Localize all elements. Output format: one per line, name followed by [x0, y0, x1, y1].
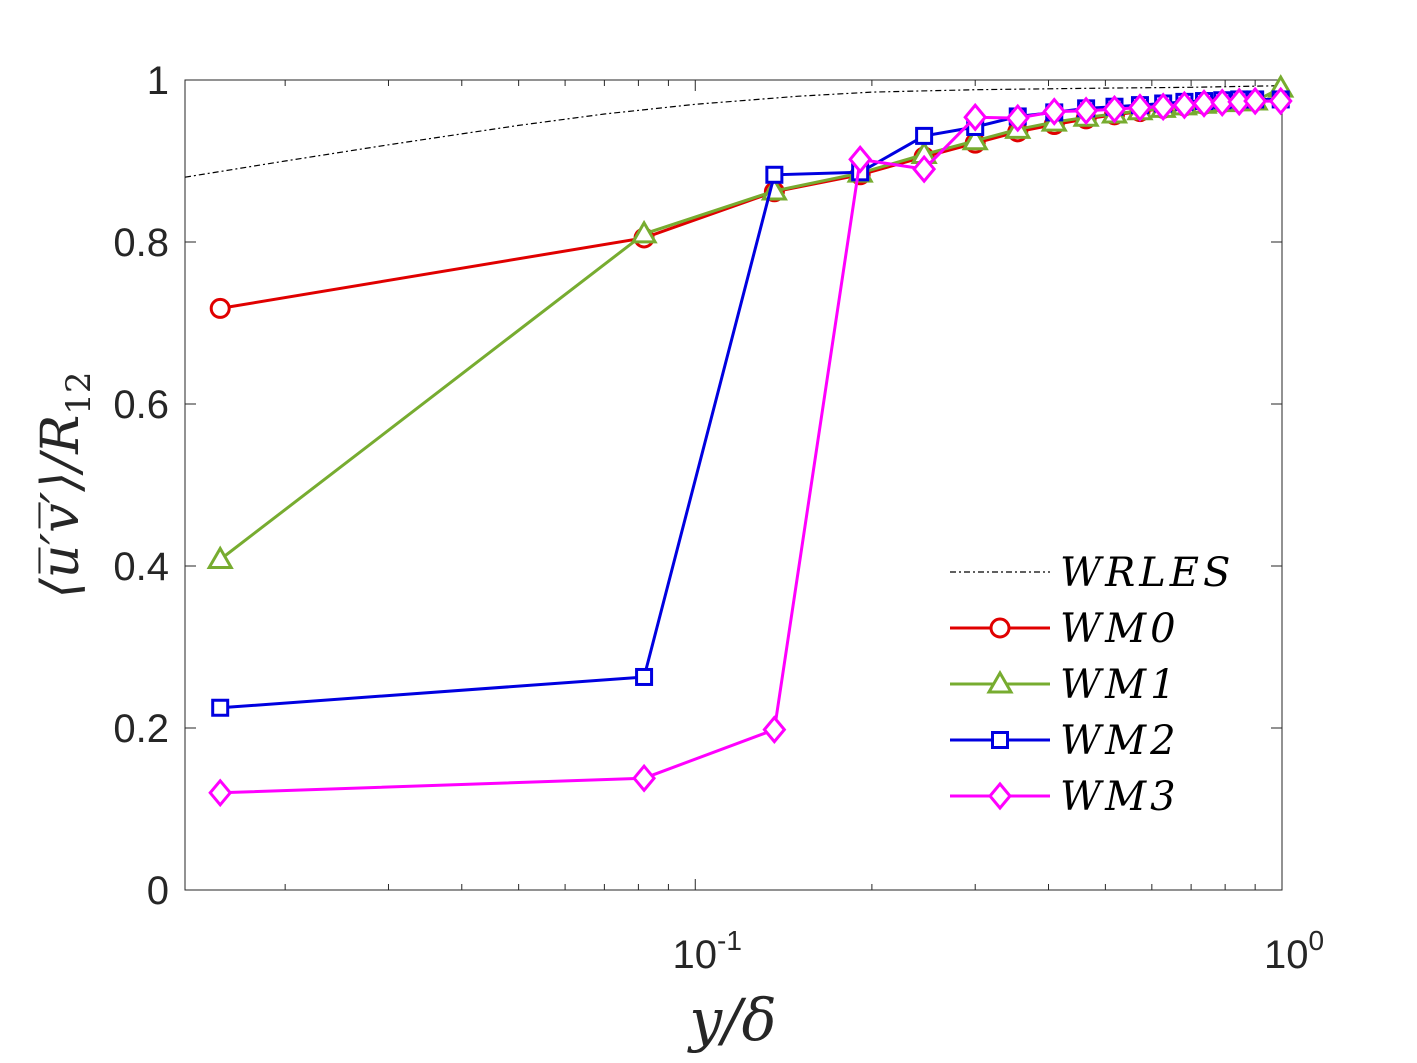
legend-marker — [991, 731, 1009, 749]
data-point-wm2 — [635, 667, 654, 686]
legend-entry-wm1: WM1 — [950, 662, 1180, 708]
tick-labels: 0 0.2 0.4 0.6 0.8 1 10-1 100 — [113, 59, 1324, 977]
legend-marker — [989, 617, 1011, 639]
data-point-wm2 — [765, 165, 784, 184]
data-point-wm3 — [1192, 89, 1216, 118]
y-axis-label-main: ⟨u̅′v̅′⟩/R — [31, 415, 91, 599]
y-axis-label: ⟨u̅′v̅′⟩/R12 — [31, 372, 99, 599]
legend-entry-wrles: WRLES — [950, 550, 1234, 596]
data-point-wm3 — [1151, 92, 1176, 122]
y-axis-label-group: ⟨u̅′v̅′⟩/R12 — [31, 372, 99, 599]
legend-label: WM2 — [1060, 718, 1180, 764]
legend-entry-wm0: WM0 — [950, 606, 1180, 652]
data-point-wm3 — [1074, 96, 1099, 126]
legend-marker — [988, 781, 1012, 811]
data-point-wm0 — [209, 297, 231, 319]
data-point-wm3 — [208, 778, 233, 808]
legend-marker — [986, 670, 1014, 694]
y-tick-label: 0.8 — [113, 221, 169, 265]
x-tick-label: 100 — [1264, 925, 1324, 977]
y-tick-label: 0.2 — [113, 707, 169, 751]
y-tick-label: 0 — [147, 869, 169, 913]
series-wm3 — [208, 86, 1293, 808]
data-point-wm3 — [762, 715, 787, 744]
data-point-wm2 — [211, 698, 230, 717]
data-point-wm3 — [963, 102, 988, 132]
data-point-wm3 — [848, 145, 873, 174]
series-layer — [184, 74, 1295, 808]
x-axis-label: y/δ — [686, 986, 776, 1054]
legend-label: WM3 — [1060, 774, 1180, 820]
data-point-wm3 — [1243, 86, 1268, 116]
legend-label: WM1 — [1060, 662, 1180, 708]
plot-area-frame — [184, 79, 1283, 891]
series-line-wrles — [184, 85, 1283, 178]
data-point-wm3 — [1210, 88, 1235, 118]
data-point-wm3 — [1042, 97, 1067, 126]
data-point-wm1 — [630, 219, 658, 244]
data-point-wm3 — [912, 154, 937, 184]
data-point-wm1 — [961, 126, 989, 151]
legend-entry-wm3: WM3 — [950, 774, 1180, 820]
data-point-wm2 — [915, 126, 934, 145]
data-point-wm3 — [1128, 93, 1152, 122]
y-tick-label: 0.6 — [113, 383, 169, 427]
data-point-wm3 — [1005, 103, 1030, 133]
y-tick-label: 1 — [147, 59, 169, 103]
y-tick-label: 0.4 — [113, 545, 169, 589]
data-point-wm3 — [632, 763, 657, 793]
legend: WRLES WM0 WM1 WM2 WM3 — [950, 550, 1234, 820]
y-axis-label-subscript: 12 — [59, 372, 99, 415]
legend-entry-wm2: WM2 — [950, 718, 1180, 764]
data-point-wm3 — [1268, 86, 1293, 116]
x-tick-label: 10-1 — [673, 925, 742, 977]
data-point-wm3 — [1172, 90, 1197, 120]
data-point-wm3 — [1102, 94, 1127, 124]
data-point-wm1 — [206, 545, 234, 570]
legend-label: WRLES — [1060, 550, 1234, 596]
series-wrles — [184, 85, 1283, 178]
legend-label: WM0 — [1060, 606, 1180, 652]
